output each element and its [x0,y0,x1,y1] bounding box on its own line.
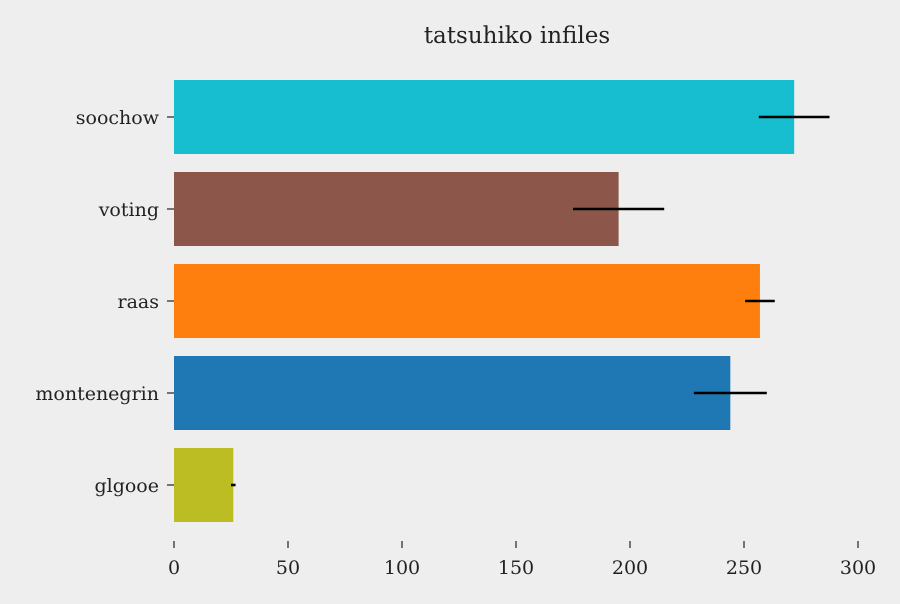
x-tick-label-50: 50 [276,557,300,579]
x-tick-label-0: 0 [168,557,180,579]
chart-title: tatsuhiko infiles [424,23,610,49]
bar-glgooe [174,448,234,522]
x-tick-label-150: 150 [498,557,534,579]
bars-layer [174,80,795,522]
x-axis: 0 50 100 150 200 250 300 [168,541,876,579]
y-tick-label-raas: raas [118,291,160,313]
y-tick-label-glgooe: glgooe [94,475,159,497]
x-tick-label-250: 250 [726,557,762,579]
y-axis: soochow voting raas montenegrin glgooe [35,107,174,497]
y-tick-label-voting: voting [98,199,159,221]
bar-montenegrin [174,356,731,430]
x-tick-label-200: 200 [612,557,648,579]
bar-soochow [174,80,795,154]
x-tick-label-300: 300 [840,557,876,579]
y-tick-label-soochow: soochow [76,107,160,129]
x-tick-label-100: 100 [384,557,420,579]
bar-voting [174,172,619,246]
error-bars-layer [231,115,830,487]
y-tick-label-montenegrin: montenegrin [35,383,159,405]
bar-raas [174,264,760,338]
